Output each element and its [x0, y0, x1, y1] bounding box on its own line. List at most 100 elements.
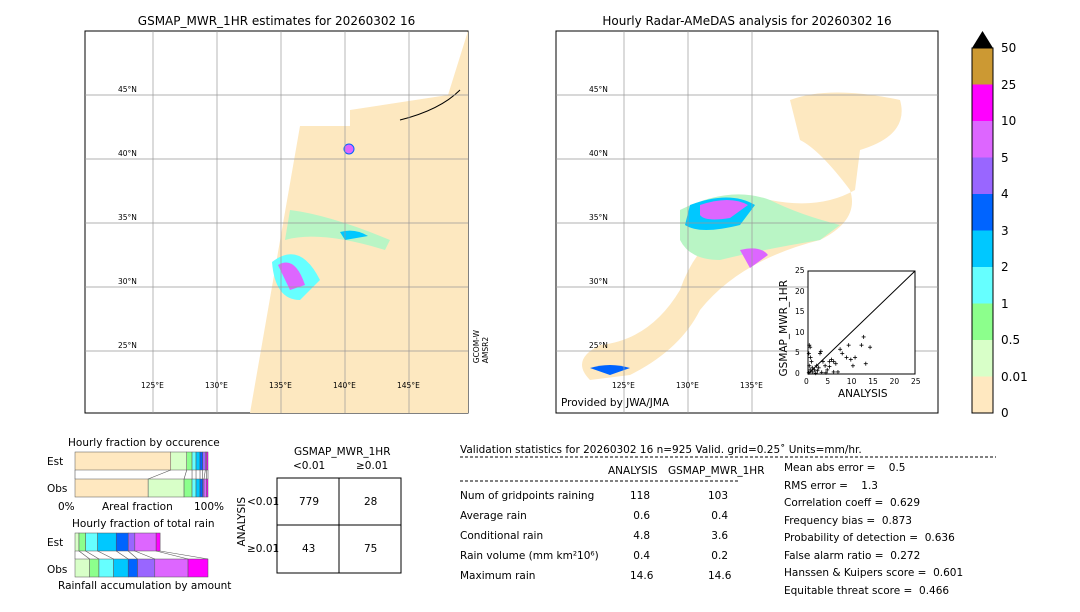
scatter-point: [809, 359, 814, 364]
colorbar-label: 0.5: [1001, 333, 1021, 347]
bar-segment: [154, 558, 189, 578]
y-tick-label: 20: [795, 286, 805, 296]
stats-a: 4.8: [633, 530, 650, 542]
lat-label: 45°N: [118, 85, 137, 94]
colorbar-segment: [972, 121, 993, 158]
x-tick-label: 25: [911, 377, 921, 386]
scatter-point: [807, 363, 812, 368]
lon-label: 135°E: [269, 381, 292, 390]
y-tick-label: 15: [795, 307, 805, 317]
col-header: <0.01: [293, 460, 326, 472]
stats-a: 118: [630, 490, 651, 502]
bar-segment: [85, 532, 98, 552]
scatter-point: [823, 370, 828, 375]
cell: 43: [302, 543, 316, 555]
sensor-label: GCOM-W AMSR2: [472, 330, 490, 363]
bar-segment: [199, 451, 203, 471]
scatter-point: [808, 367, 813, 372]
stats-b: 0.2: [711, 550, 728, 562]
scatter-point: [829, 357, 834, 362]
y-tick-label: 5: [795, 348, 800, 358]
lat-label: 40°N: [118, 149, 137, 158]
stats-label: Conditional rain: [460, 530, 544, 542]
scatter-point: [850, 363, 855, 368]
scatter-point: [810, 369, 815, 374]
bar-segment: [113, 558, 129, 578]
lon-label: 130°E: [205, 381, 228, 390]
y-tick-label: 25: [795, 266, 805, 275]
bar-segment: [203, 478, 207, 498]
scatter-point: [814, 363, 819, 368]
row-header: <0.01: [247, 496, 280, 508]
lon-label: 135°E: [740, 381, 763, 390]
scatter-point: [807, 343, 812, 348]
cell: 75: [364, 543, 378, 555]
colorbar-label: 3: [1001, 223, 1009, 238]
colorbar-segment: [972, 157, 993, 194]
scatter-point: [806, 351, 811, 356]
right-map-title: Hourly Radar-AMeDAS analysis for 2026030…: [602, 14, 892, 28]
lat-label: 25°N: [589, 341, 608, 350]
lat-label: 30°N: [589, 277, 608, 286]
bar-segment: [206, 478, 209, 498]
score-line: Hanssen & Kuipers score = 0.601: [784, 567, 964, 579]
sensor-label-1: GCOM-W: [472, 330, 481, 364]
colorbar-segment: [972, 340, 993, 377]
lat-label: 40°N: [589, 149, 608, 158]
scatter-point: [815, 368, 820, 373]
stats-b: 103: [708, 490, 729, 502]
axis-max: 100%: [194, 501, 225, 513]
est-label: Est: [47, 456, 64, 468]
colorbar: [971, 31, 994, 414]
scatter-point: [831, 359, 836, 364]
scatter-point: [861, 334, 866, 339]
col-header: ≥0.01: [356, 460, 389, 472]
lon-label: 130°E: [676, 381, 699, 390]
bar-segment: [127, 558, 138, 578]
stats-label: Num of gridpoints raining: [460, 490, 595, 502]
colorbar-segment: [972, 48, 993, 85]
lat-label: 25°N: [118, 341, 137, 350]
stats-b: 3.6: [711, 530, 728, 542]
colorbar-segment: [972, 230, 993, 267]
scatter-point: [853, 355, 858, 360]
scatter-point: [816, 365, 821, 370]
colorbar-label: 25: [1001, 77, 1017, 92]
bar-segment: [78, 532, 86, 552]
obs-label: Obs: [47, 483, 68, 495]
est-label: Est: [47, 537, 64, 549]
obs-label: Obs: [47, 564, 68, 576]
scatter-point: [819, 370, 824, 375]
bar-segment: [147, 478, 185, 498]
stats-label: Rain volume (mm km²10⁶): [460, 550, 599, 562]
bar-segment: [186, 451, 193, 471]
score-line: RMS error = 1.3: [784, 479, 878, 492]
scatter-point: [848, 357, 853, 362]
y-tick-label: 0: [795, 369, 800, 378]
bar-segment: [191, 451, 197, 471]
lat-label: 30°N: [118, 277, 137, 286]
colorbar-label: 5: [1001, 150, 1009, 165]
scatter-point: [806, 370, 811, 375]
colorbar-label: 1: [1001, 296, 1009, 311]
scatter-point: [840, 351, 845, 356]
x-tick-label: 0: [804, 377, 809, 386]
lat-label: 35°N: [589, 213, 608, 222]
bar-segment: [170, 451, 187, 471]
bar-segment: [74, 558, 90, 578]
scatter-point: [818, 349, 823, 354]
credit-text: Provided by JWA/JMA: [561, 397, 670, 409]
stats-label: Average rain: [460, 510, 527, 522]
occurrence-title: Hourly fraction by occurence: [68, 437, 220, 449]
scatter-point: [820, 359, 825, 364]
colorbar-extend: [972, 31, 993, 48]
scatter-point: [812, 367, 817, 372]
colorbar-label: 10: [1001, 114, 1017, 128]
scatter-point: [827, 359, 832, 364]
contingency-table: [276, 477, 402, 574]
scatter-point: [823, 363, 828, 368]
cell: 28: [364, 496, 378, 508]
colorbar-segment: [972, 84, 993, 121]
stats-label: Maximum rain: [460, 570, 536, 582]
